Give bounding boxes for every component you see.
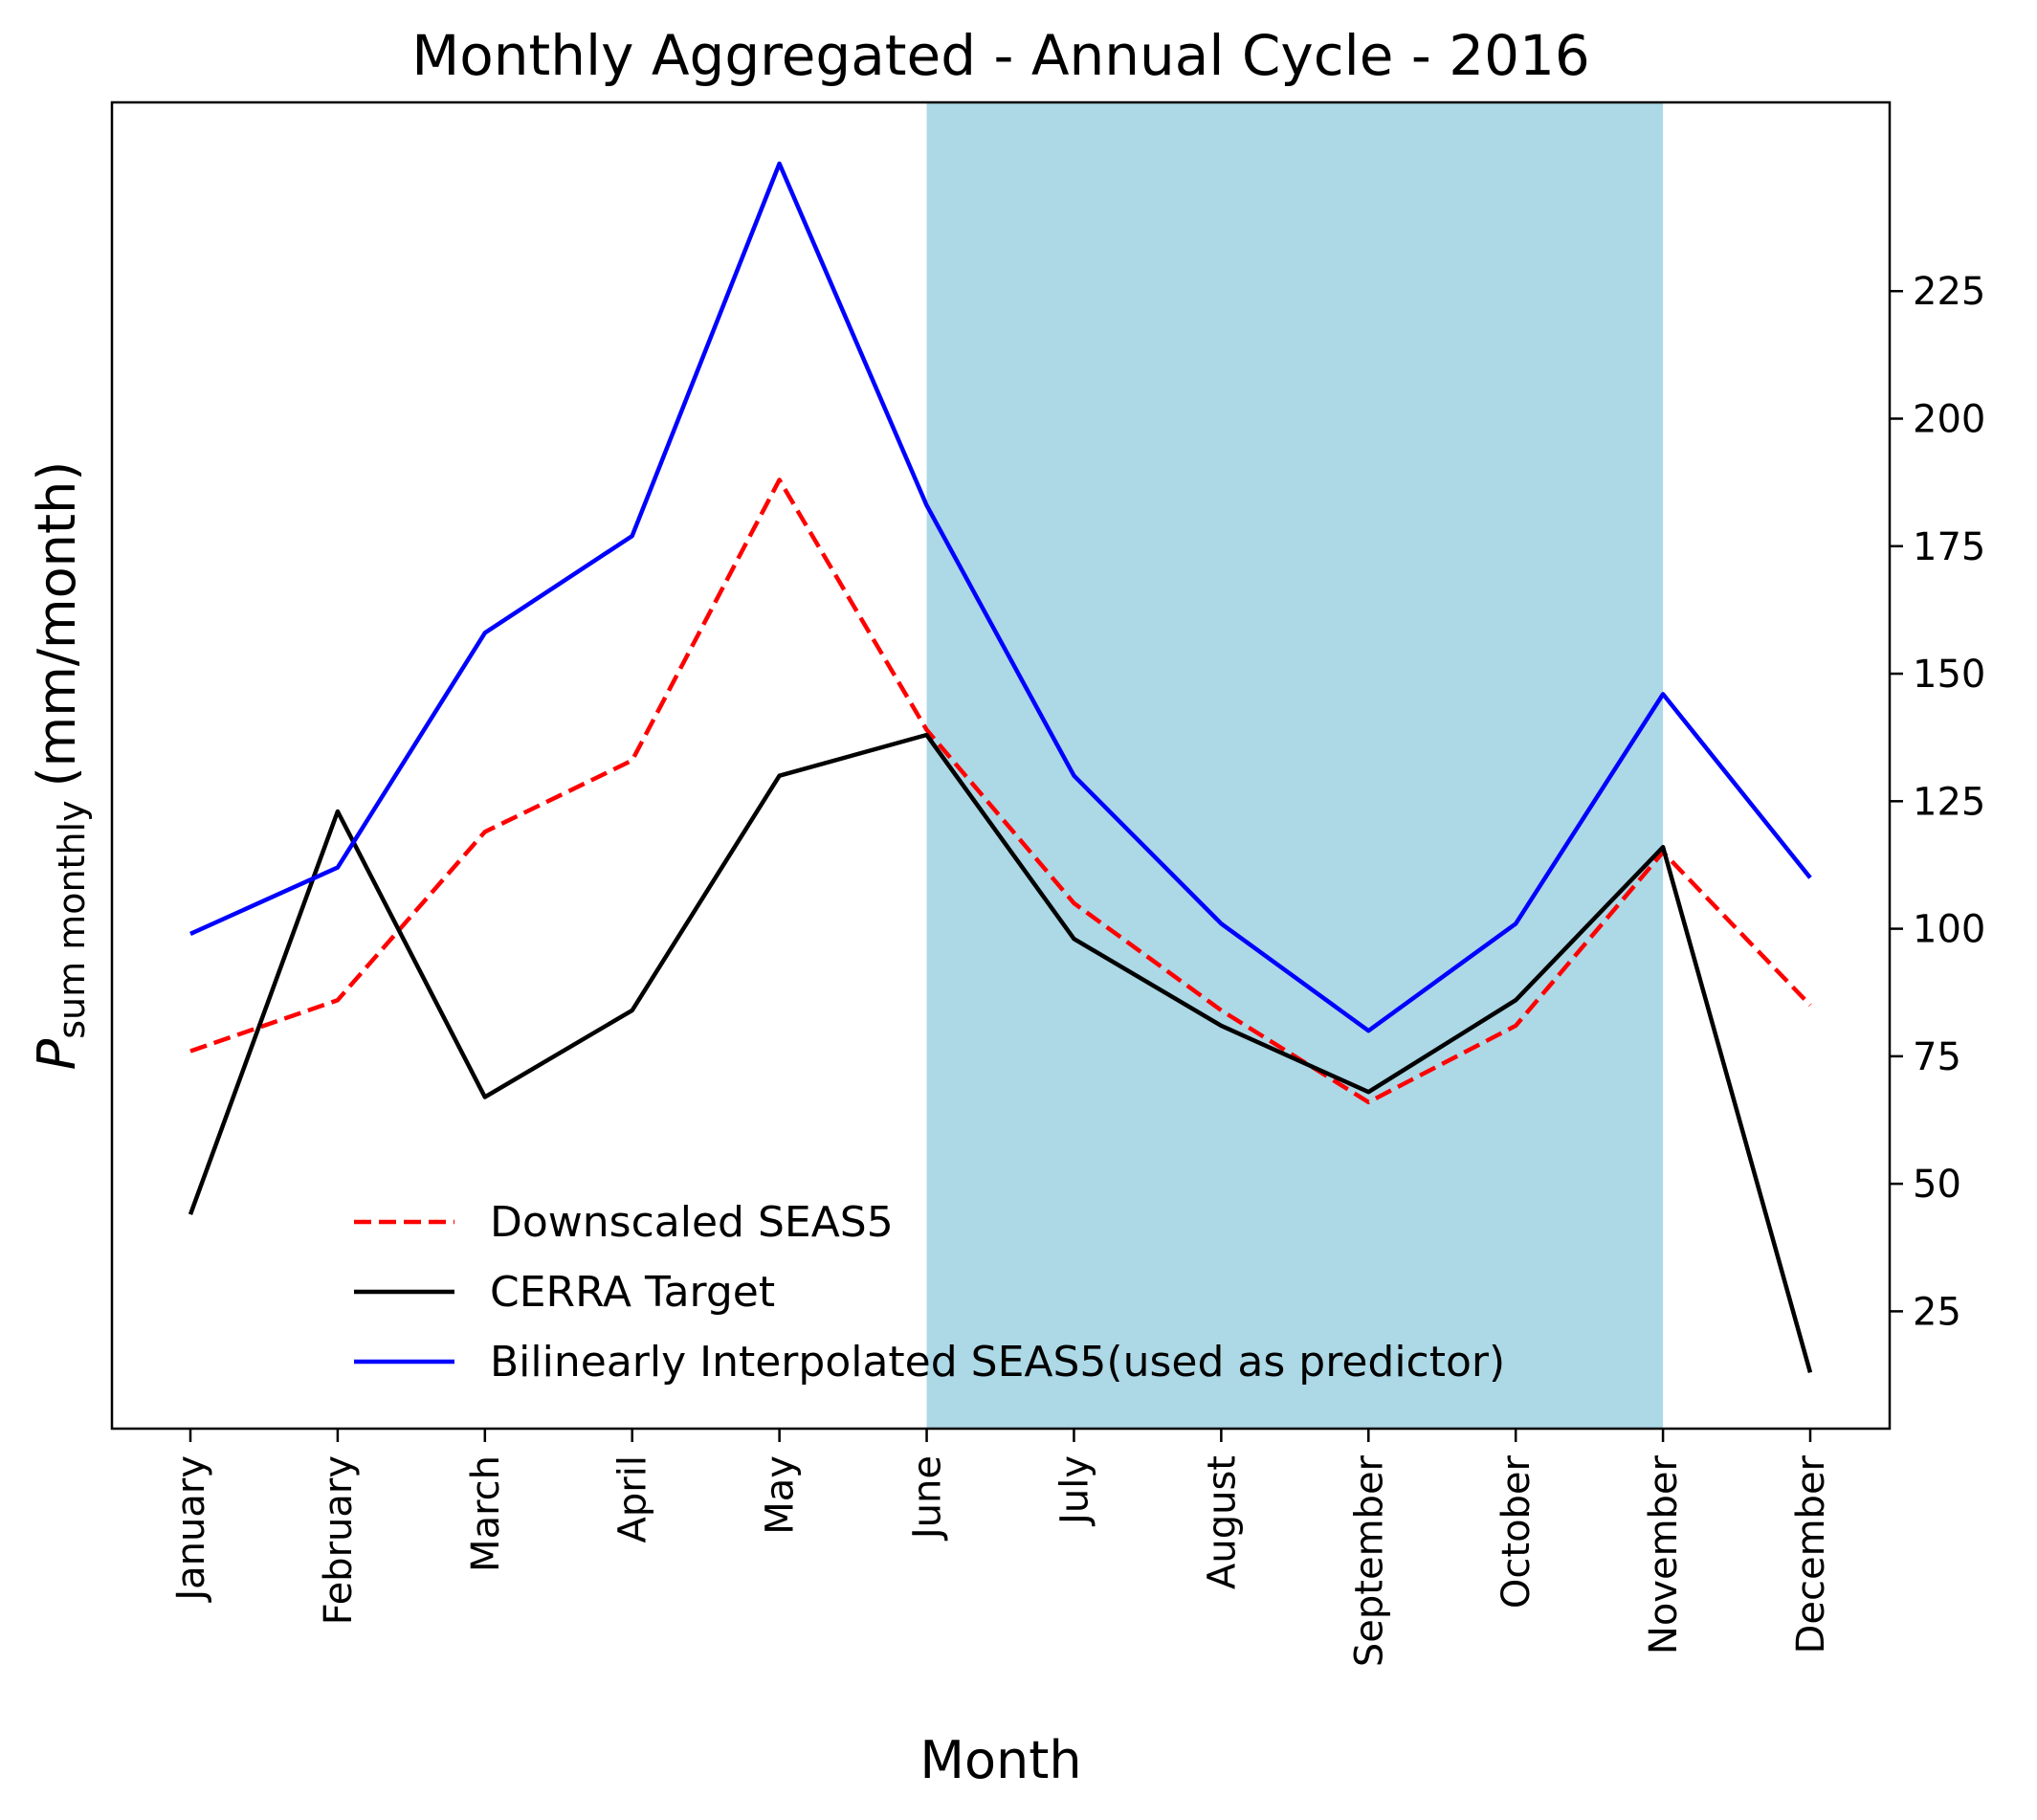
y-tick-label: 100 [1913, 908, 1985, 952]
x-axis-label: Month [919, 1730, 1081, 1790]
x-tick-label: February [317, 1455, 361, 1625]
x-tick-label: November [1642, 1454, 1686, 1654]
x-tick-label: October [1495, 1454, 1539, 1609]
x-tick-label: May [759, 1455, 803, 1535]
plot-frame [110, 100, 1892, 1431]
legend: Downscaled SEAS5 CERRA Target Bilinearly I… [354, 1198, 1505, 1387]
chart-title: Monthly Aggregated - Annual Cycle - 2016 [411, 23, 1590, 88]
legend-label-1: Downscaled SEAS5 [490, 1198, 894, 1247]
x-tick-label: August [1200, 1455, 1244, 1589]
x-tick-label: April [611, 1455, 655, 1543]
shaded-region [926, 102, 1664, 1429]
x-tick-label: June [906, 1455, 950, 1542]
series-line-3 [189, 161, 1812, 1033]
x-tick-label: September [1347, 1454, 1391, 1667]
series-line-2 [188, 732, 1813, 1374]
y-axis-label-unit: (mm/month) [27, 461, 87, 788]
y-tick-label: 175 [1913, 525, 1985, 569]
legend-label-2: CERRA Target [490, 1268, 775, 1317]
y-tick-label: 150 [1913, 653, 1985, 697]
y-axis-label-subscript: sum monthly [51, 800, 93, 1038]
x-tick-label: March [464, 1455, 508, 1572]
y-tick-label: 50 [1913, 1163, 1961, 1207]
y-tick-label: 25 [1913, 1290, 1961, 1334]
y-tick-label: 125 [1913, 780, 1985, 824]
y-tick-label: 75 [1913, 1035, 1961, 1079]
x-tick-label: January [169, 1455, 213, 1604]
x-tick-label: December [1789, 1454, 1833, 1654]
x-tick-label: July [1052, 1455, 1096, 1527]
y-tick-label: 225 [1913, 270, 1985, 314]
legend-label-3: Bilinearly Interpolated SEAS5(used as pr… [490, 1338, 1505, 1387]
y-tick-label: 200 [1913, 398, 1985, 442]
y-axis-label-symbol: P [27, 1038, 87, 1070]
y-axis-label: Psum monthly (mm/month) [27, 461, 93, 1071]
